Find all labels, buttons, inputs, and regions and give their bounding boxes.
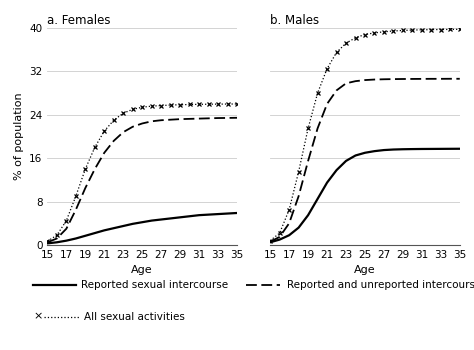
Text: All sexual activities: All sexual activities <box>84 312 185 322</box>
X-axis label: Age: Age <box>131 265 153 275</box>
Text: Reported sexual intercourse: Reported sexual intercourse <box>81 280 228 290</box>
Text: a. Females: a. Females <box>47 14 111 27</box>
Text: b. Males: b. Males <box>270 14 319 27</box>
Text: ×: × <box>33 312 43 322</box>
Text: Reported and unreported intercourse: Reported and unreported intercourse <box>287 280 474 290</box>
X-axis label: Age: Age <box>354 265 376 275</box>
Y-axis label: % of population: % of population <box>14 93 24 180</box>
